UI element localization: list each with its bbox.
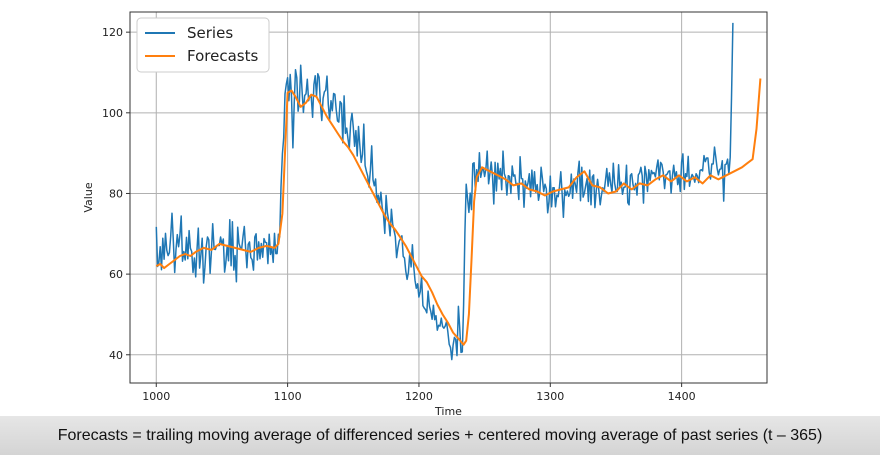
legend-label-series: Series [187, 24, 233, 42]
x-axis-label: Time [434, 405, 462, 416]
legend-label-forecasts: Forecasts [187, 47, 258, 65]
caption-text: Forecasts = trailing moving average of d… [57, 426, 823, 444]
legend: Series Forecasts [136, 17, 270, 73]
chart: 1000 1100 1200 1300 1400 40 60 80 100 120 Time Va… [82, 11, 768, 416]
y-axis-label: Value [82, 182, 95, 212]
plot-frame [129, 11, 768, 384]
series-line-series [155, 22, 734, 361]
y-tick-label: 80 [109, 187, 123, 200]
x-tick-label: 1200 [405, 390, 433, 403]
x-tick-label: 1300 [536, 390, 564, 403]
x-tick-label: 1400 [668, 390, 696, 403]
y-tick-label: 40 [109, 349, 123, 362]
caption-bar: Forecasts = trailing moving average of d… [0, 416, 880, 455]
y-tick-label: 60 [109, 268, 123, 281]
y-tick-label: 120 [102, 26, 123, 39]
series-lines [155, 22, 762, 361]
x-tick-label: 1000 [142, 390, 170, 403]
series-line-forecasts [155, 78, 762, 346]
y-tick-label: 100 [102, 107, 123, 120]
axis-ticks: 1000 1100 1200 1300 1400 40 60 80 100 120 [102, 26, 696, 403]
x-tick-label: 1100 [274, 390, 302, 403]
legend-box [136, 17, 270, 73]
